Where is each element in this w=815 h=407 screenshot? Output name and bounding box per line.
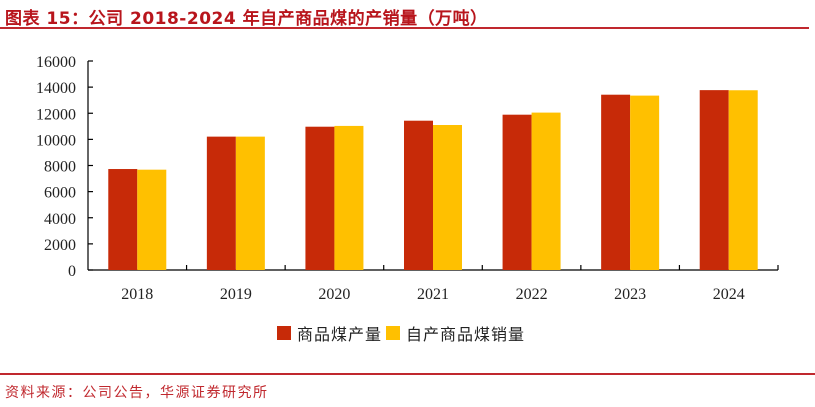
bar-sales <box>137 169 167 270</box>
bar-production <box>404 120 433 271</box>
x-tick-label: 2018 <box>121 286 153 303</box>
legend-label-production: 商品煤产量 <box>297 325 383 344</box>
bar-sales <box>235 136 265 270</box>
bar-production <box>305 126 335 270</box>
x-tick-label: 2024 <box>713 286 745 303</box>
bar-production <box>502 114 532 270</box>
y-tick-label: 16000 <box>36 54 76 71</box>
y-tick-label: 0 <box>68 263 76 280</box>
bar-sales <box>728 90 758 270</box>
x-tick-label: 2021 <box>417 286 449 303</box>
bar-sales <box>531 112 561 270</box>
bar-production <box>206 136 236 270</box>
y-axis: 0 2000 4000 6000 8000 10000 12000 14000 16000 <box>36 54 93 280</box>
x-tick-label: 2020 <box>318 286 350 303</box>
legend-label-sales: 自产商品煤销量 <box>406 325 526 344</box>
y-tick-label: 8000 <box>44 159 76 176</box>
footer-divider <box>0 373 815 375</box>
bar-chart: 0 2000 4000 6000 8000 10000 12000 14000 16000 20… <box>36 54 779 303</box>
y-tick-label: 6000 <box>44 185 76 202</box>
y-tick-label: 10000 <box>36 132 76 149</box>
y-tick-label: 4000 <box>44 211 76 228</box>
bar-sales <box>433 125 462 270</box>
y-tick-label: 12000 <box>36 106 76 123</box>
bar-production <box>699 90 729 271</box>
source-note: 资料来源：公司公告，华源证券研究所 <box>5 385 269 401</box>
legend-swatch-production <box>277 326 291 340</box>
legend-item-production: 商品煤产量 <box>277 321 382 345</box>
chart-title: 图表 15：公司 2018-2024 年自产商品煤的产销量（万吨） <box>5 9 488 29</box>
legend-swatch-sales <box>386 326 401 340</box>
title-divider <box>0 27 809 29</box>
bar-production <box>601 94 631 270</box>
x-tick-label: 2019 <box>220 286 252 303</box>
chart-legend: 商品煤产量 自产商品煤销量 <box>277 322 525 344</box>
y-tick-label: 2000 <box>44 237 76 254</box>
legend-item-sales: 自产商品煤销量 <box>386 321 525 345</box>
x-axis: 2018 2019 2020 2021 2022 2023 2024 <box>88 265 779 303</box>
bar-series <box>108 90 758 271</box>
bar-sales <box>334 125 364 270</box>
x-tick-label: 2022 <box>516 286 548 303</box>
bar-sales <box>630 95 660 270</box>
y-tick-label: 14000 <box>36 80 76 97</box>
bar-production <box>108 169 138 270</box>
x-tick-label: 2023 <box>614 286 646 303</box>
